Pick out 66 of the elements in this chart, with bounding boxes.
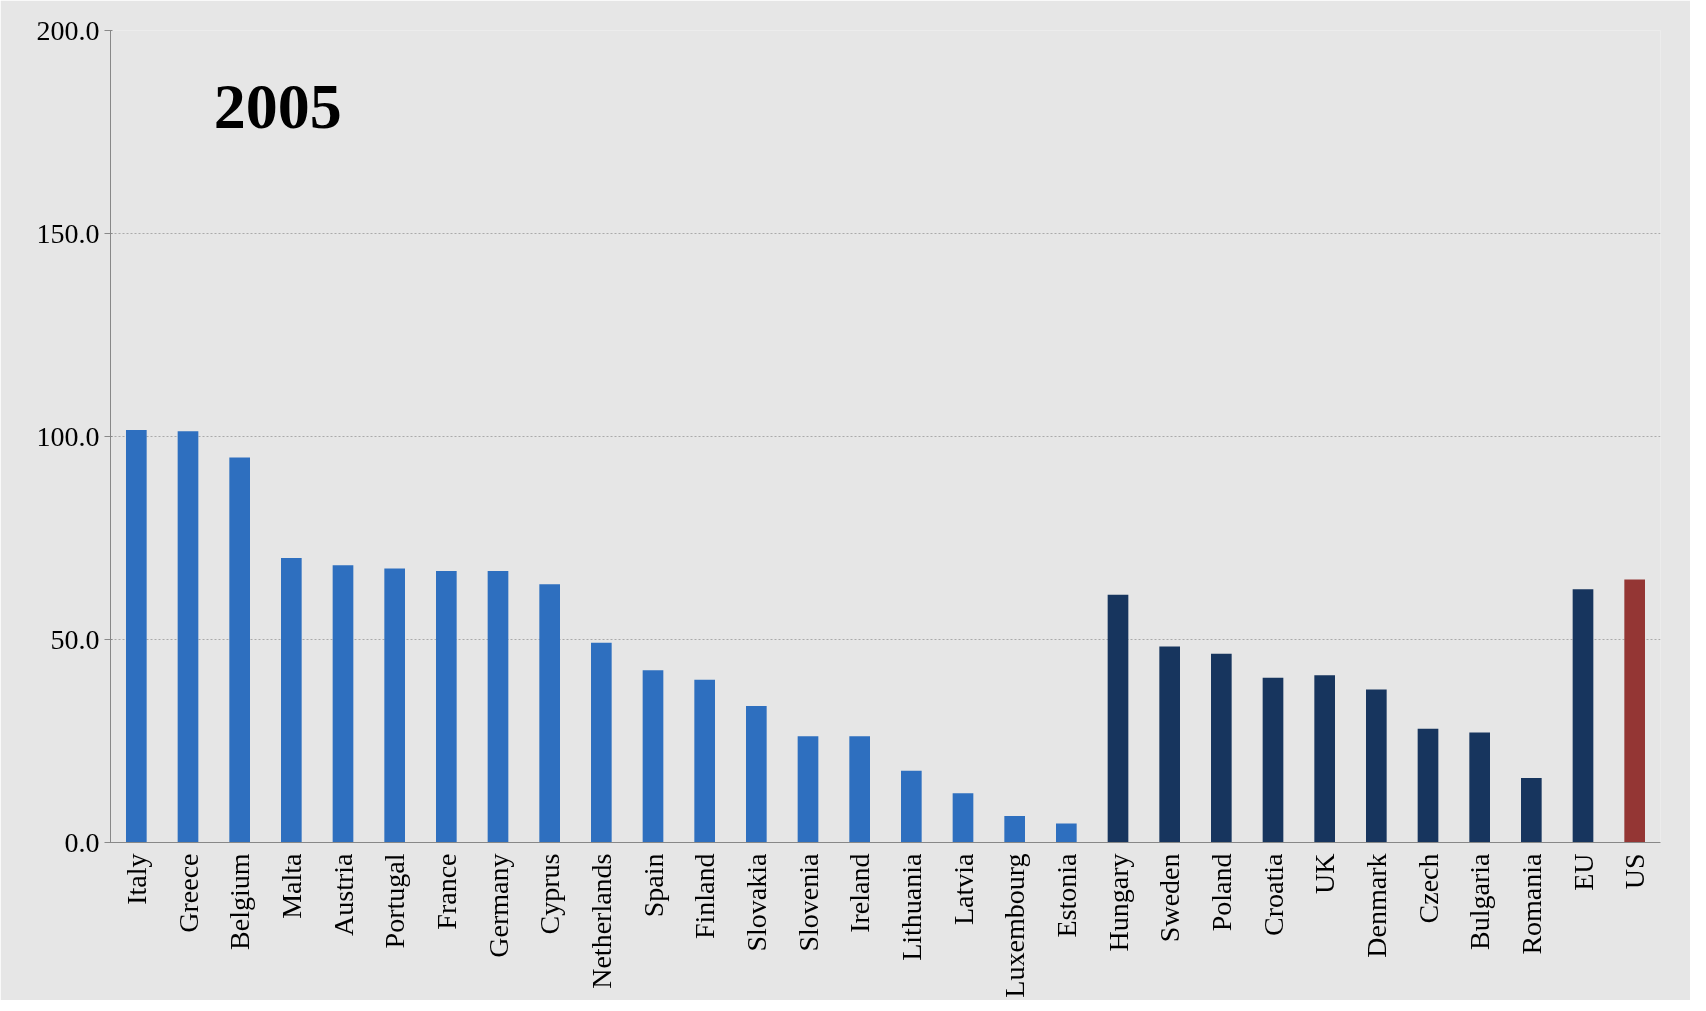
bar <box>281 557 302 843</box>
bar <box>1314 675 1335 843</box>
y-tick-label: 50.0 <box>50 623 100 655</box>
x-tick-label: Estonia <box>1050 852 1082 938</box>
x-tick-label: US <box>1619 853 1651 890</box>
x-tick-label: UK <box>1309 853 1341 894</box>
x-tick-label: Netherlands <box>585 853 617 989</box>
x-tick-label: Spain <box>637 853 669 918</box>
bar <box>1624 579 1645 843</box>
x-tick-label: EU <box>1567 853 1599 891</box>
x-tick-label: Czech <box>1412 853 1444 924</box>
x-tick-label: Slovakia <box>740 852 772 952</box>
y-tick-label: 100.0 <box>36 420 100 452</box>
x-tick-label: Italy <box>120 853 152 905</box>
x-tick-label: Belgium <box>224 853 256 950</box>
x-tick-label: Denmark <box>1360 853 1392 958</box>
bar <box>952 793 974 843</box>
x-tick-label: Finland <box>689 853 721 940</box>
x-tick-label: France <box>430 853 462 930</box>
y-tick-label: 200.0 <box>36 14 100 46</box>
text: 2005 <box>213 70 342 142</box>
x-tick-label: Germany <box>482 853 514 958</box>
x-tick-label: Hungary <box>1102 853 1134 952</box>
bar <box>694 679 715 843</box>
bar <box>901 770 922 843</box>
x-tick-label: Portugal <box>379 853 411 949</box>
x-tick-label: Luxembourg <box>999 853 1031 998</box>
bar <box>1521 777 1542 843</box>
bar <box>487 570 509 843</box>
bar <box>229 457 250 843</box>
bar <box>1366 689 1387 843</box>
bar <box>384 568 405 843</box>
bar <box>1004 816 1025 843</box>
bar <box>1417 728 1439 843</box>
x-tick-label: Croatia <box>1257 852 1289 936</box>
bar <box>1572 589 1594 843</box>
bar <box>126 430 147 843</box>
bar <box>539 584 560 843</box>
bar <box>797 736 819 843</box>
bar <box>332 565 354 843</box>
x-tick-label: Austria <box>327 852 359 936</box>
x-tick-label: Latvia <box>947 852 979 926</box>
y-tick-label: 0.0 <box>64 826 100 858</box>
bar <box>1056 823 1077 843</box>
x-tick-label: Poland <box>1205 853 1237 932</box>
x-tick-label: Ireland <box>844 853 876 933</box>
x-tick-label: Romania <box>1515 852 1547 955</box>
bar <box>1469 732 1490 843</box>
bar <box>436 570 457 843</box>
x-tick-label: Lithuania <box>895 852 927 961</box>
bar <box>591 642 612 843</box>
x-tick-label: Malta <box>275 852 307 919</box>
bar <box>1107 594 1129 843</box>
x-tick-label: Cyprus <box>534 853 566 935</box>
y-tick-label: 150.0 <box>36 217 100 249</box>
bar <box>177 431 199 843</box>
bar <box>1159 646 1180 843</box>
bar <box>1262 677 1284 843</box>
x-tick-label: Greece <box>172 853 204 933</box>
bar <box>746 706 767 843</box>
bar <box>849 736 870 843</box>
x-tick-label: Bulgaria <box>1464 852 1496 950</box>
bar <box>1211 653 1232 843</box>
x-tick-label: Slovenia <box>792 852 824 952</box>
bar <box>642 670 664 843</box>
x-tick-label: Sweden <box>1154 853 1186 943</box>
